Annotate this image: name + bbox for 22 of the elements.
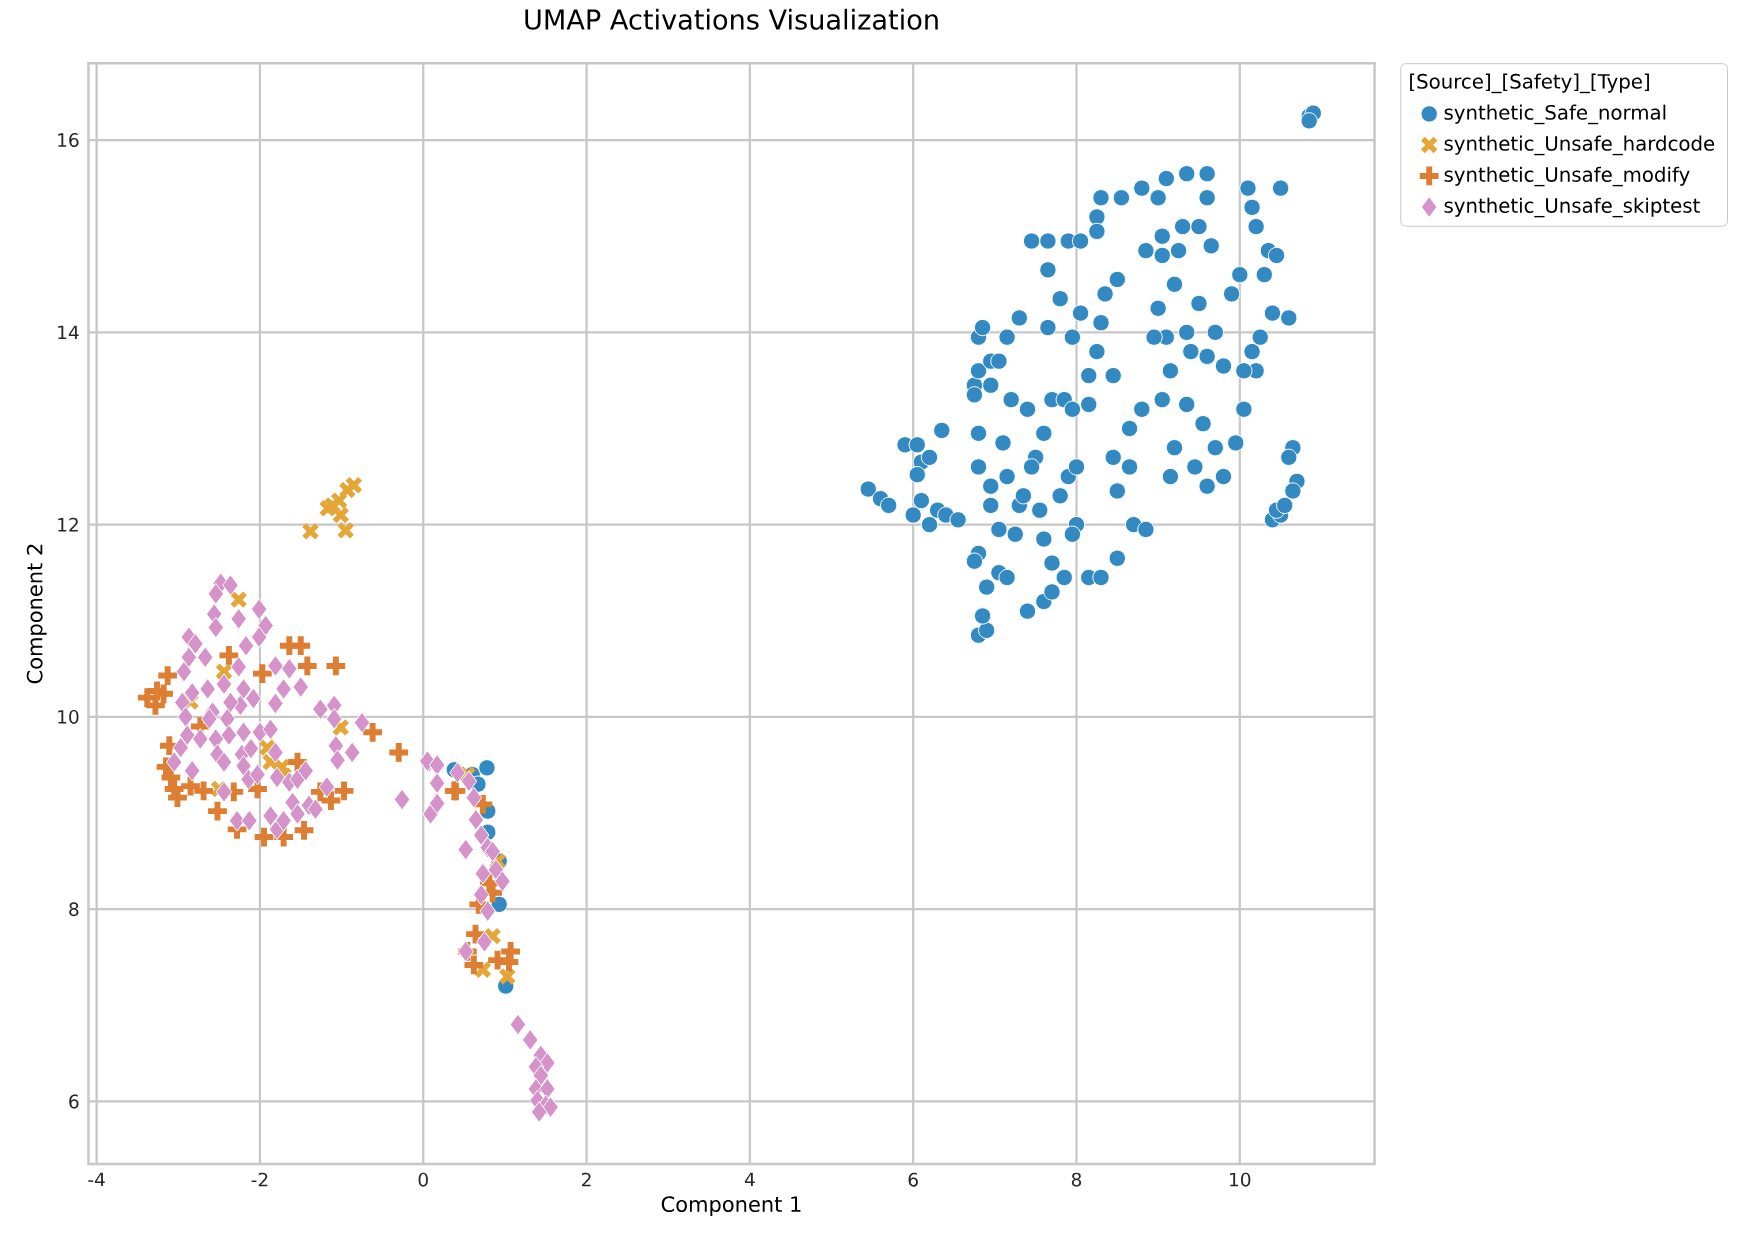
x-tick-label: -4: [88, 1172, 105, 1187]
y-tick-label: 12: [58, 517, 78, 532]
x-tick-label: 4: [744, 1172, 755, 1187]
x-tick-label: 2: [582, 1172, 591, 1187]
x-axis-title: Component 1: [661, 1196, 801, 1217]
legend-label: synthetic_Unsafe_modify: [1444, 166, 1690, 187]
legend-title: [Source]_[Safety]_[Type]: [1410, 73, 1649, 94]
y-tick-label: 16: [58, 133, 79, 148]
y-tick-label: 8: [69, 902, 79, 917]
x-tick-label: 10: [1230, 1172, 1251, 1187]
legend-label: synthetic_Unsafe_skiptest: [1444, 197, 1700, 218]
legend-label: synthetic_Unsafe_hardcode: [1444, 135, 1715, 156]
y-axis-title: Component 2: [26, 544, 47, 684]
x-tick-label: -2: [251, 1172, 268, 1187]
chart-title: UMAP Activations Visualization: [525, 8, 938, 30]
y-tick-label: 6: [69, 1094, 79, 1109]
legend-label: synthetic_Safe_normal: [1444, 104, 1666, 125]
x-tick-label: 6: [908, 1172, 918, 1187]
x-tick-label: 0: [418, 1172, 428, 1187]
y-tick-label: 10: [58, 710, 79, 725]
x-tick-label: 8: [1071, 1172, 1082, 1187]
y-tick-label: 14: [58, 325, 79, 340]
